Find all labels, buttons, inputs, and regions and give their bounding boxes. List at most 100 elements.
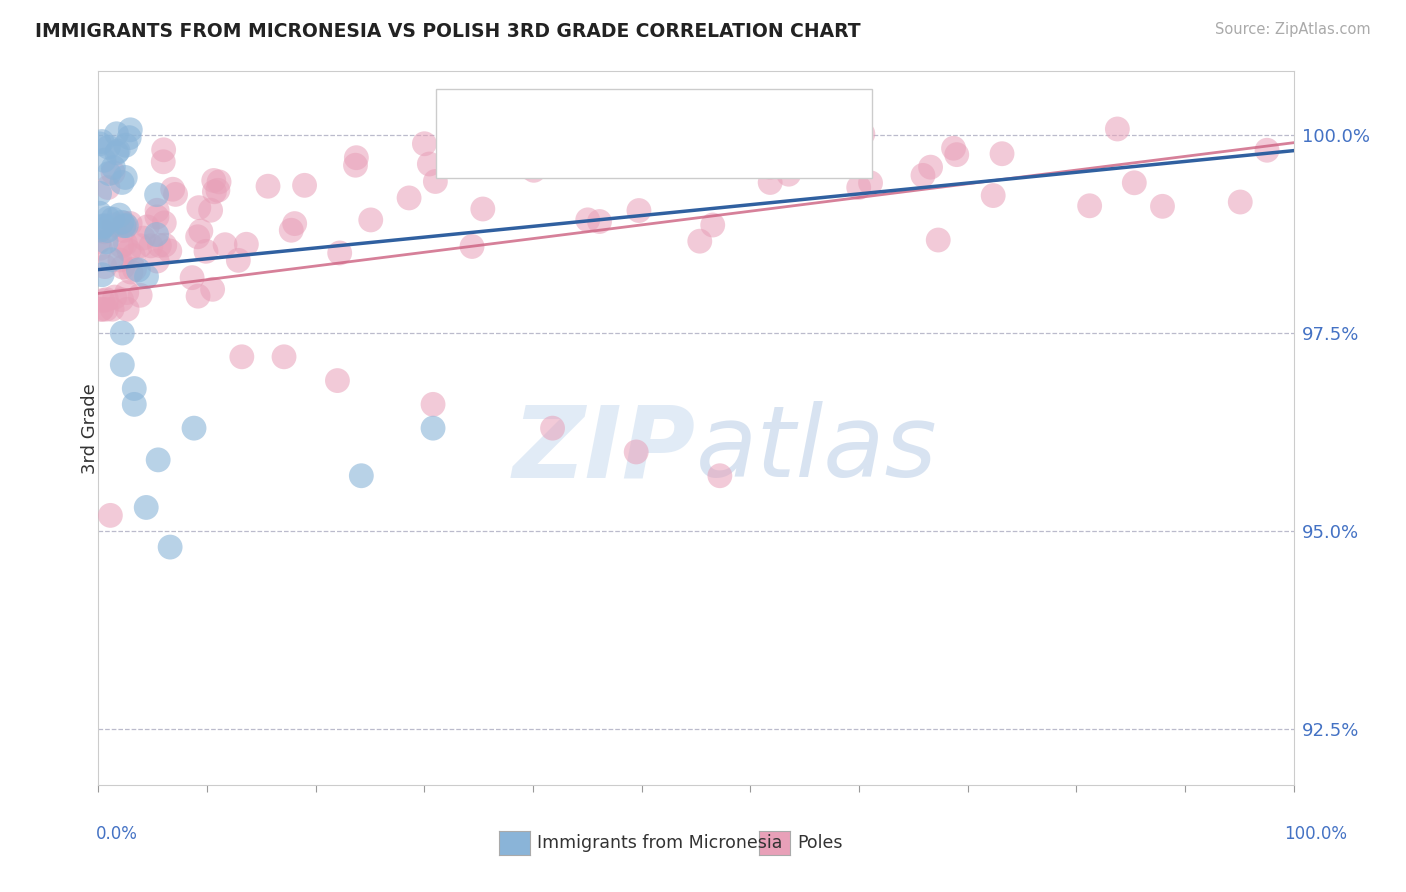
Point xyxy=(104,290,127,304)
Point xyxy=(329,246,352,260)
Point xyxy=(859,176,882,190)
Point xyxy=(679,120,702,134)
Point xyxy=(152,143,174,157)
Text: atlas: atlas xyxy=(696,401,938,498)
Point xyxy=(231,350,253,364)
Point xyxy=(201,282,224,296)
Point xyxy=(759,160,782,174)
Point xyxy=(759,176,782,190)
Point xyxy=(486,120,509,134)
Point xyxy=(1123,176,1146,190)
Point xyxy=(124,262,146,277)
Text: R = 0.144  N =  43: R = 0.144 N = 43 xyxy=(494,103,679,121)
Point xyxy=(120,265,142,279)
Point xyxy=(207,183,229,197)
Point xyxy=(702,218,724,232)
Point xyxy=(91,268,114,282)
Point xyxy=(103,161,125,175)
Point xyxy=(111,176,134,190)
Point xyxy=(1152,199,1174,213)
Point xyxy=(107,144,129,158)
Point xyxy=(1078,199,1101,213)
Point xyxy=(461,239,484,253)
Point xyxy=(181,270,204,285)
Point xyxy=(111,326,134,340)
Text: 100.0%: 100.0% xyxy=(1284,825,1347,843)
Point xyxy=(129,288,152,302)
Point xyxy=(101,212,124,227)
Point xyxy=(190,224,212,238)
Point xyxy=(991,146,1014,161)
Point xyxy=(114,170,136,185)
Point xyxy=(148,453,170,467)
Point xyxy=(114,138,136,153)
Point xyxy=(208,175,231,189)
Point xyxy=(1107,122,1129,136)
Point xyxy=(122,249,145,263)
Point xyxy=(87,235,110,249)
Point xyxy=(136,219,159,234)
Point xyxy=(111,215,134,229)
Point xyxy=(911,169,934,183)
Point xyxy=(103,218,125,232)
Point xyxy=(852,127,875,141)
Point xyxy=(148,238,170,252)
Point xyxy=(834,145,856,159)
Point xyxy=(294,178,316,193)
Point xyxy=(91,293,114,308)
Point xyxy=(195,244,218,259)
Point xyxy=(344,158,367,172)
Point xyxy=(344,151,367,165)
Point xyxy=(709,468,731,483)
Point xyxy=(1229,194,1251,209)
Point xyxy=(689,234,711,248)
Point xyxy=(112,216,135,230)
Point xyxy=(118,130,141,145)
Point xyxy=(146,203,169,218)
Point xyxy=(945,147,967,161)
Point xyxy=(93,153,115,168)
Point xyxy=(541,421,564,435)
Point xyxy=(187,289,209,303)
Point xyxy=(135,500,157,515)
Point xyxy=(124,397,146,411)
Text: Immigrants from Micronesia: Immigrants from Micronesia xyxy=(537,834,783,852)
Point xyxy=(326,374,349,388)
Y-axis label: 3rd Grade: 3rd Grade xyxy=(82,383,98,474)
Point xyxy=(257,179,280,194)
Point xyxy=(108,253,131,268)
Point xyxy=(159,540,181,554)
Point xyxy=(280,223,302,237)
Point xyxy=(112,219,135,233)
Point xyxy=(360,213,382,227)
Point xyxy=(96,302,118,317)
Point xyxy=(94,260,117,274)
Point xyxy=(187,229,209,244)
Point xyxy=(664,131,686,145)
Point xyxy=(100,252,122,267)
Point xyxy=(105,145,128,160)
Point xyxy=(422,421,444,435)
Point xyxy=(110,239,132,253)
Point xyxy=(422,397,444,411)
Text: Poles: Poles xyxy=(797,834,842,852)
Point xyxy=(114,236,136,251)
Point xyxy=(200,203,222,218)
Point xyxy=(782,135,804,149)
Point xyxy=(112,223,135,237)
Point xyxy=(93,225,115,239)
Point xyxy=(101,166,124,180)
Point xyxy=(105,127,128,141)
Point xyxy=(145,187,167,202)
Point xyxy=(942,141,965,155)
Point xyxy=(588,214,610,228)
Point xyxy=(165,187,187,202)
Point xyxy=(89,241,111,255)
Point xyxy=(576,212,599,227)
Point xyxy=(90,302,112,317)
Point xyxy=(471,202,494,216)
Point xyxy=(135,269,157,284)
Point xyxy=(90,135,112,149)
Text: IMMIGRANTS FROM MICRONESIA VS POLISH 3RD GRADE CORRELATION CHART: IMMIGRANTS FROM MICRONESIA VS POLISH 3RD… xyxy=(35,22,860,41)
Point xyxy=(664,120,686,134)
